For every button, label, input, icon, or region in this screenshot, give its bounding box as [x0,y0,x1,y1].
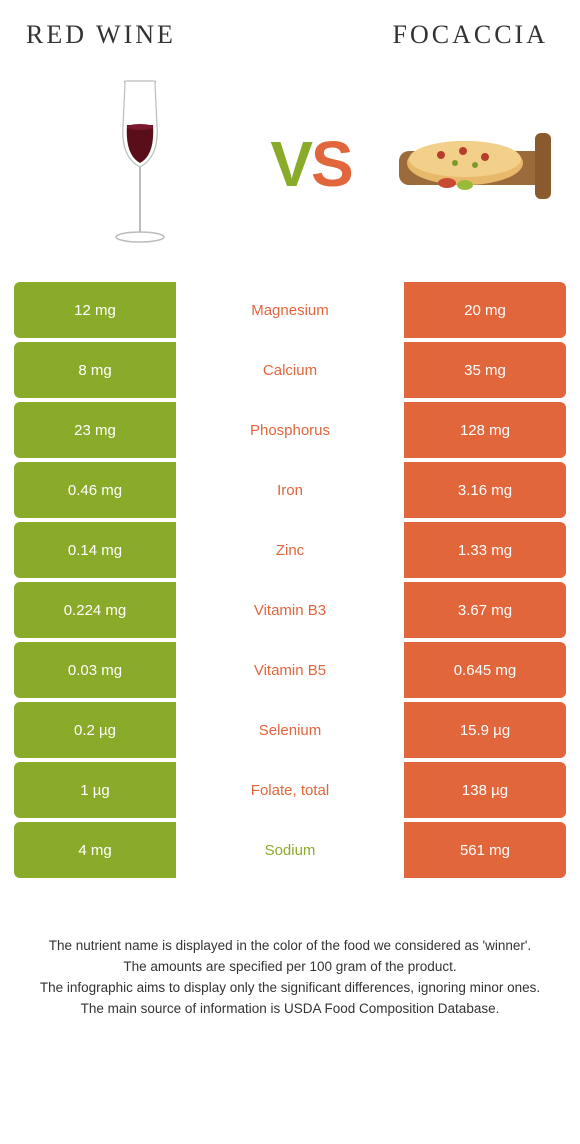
table-row: 23 mgPhosphorus128 mg [14,402,566,458]
vs-s: S [311,128,352,200]
value-left: 4 mg [14,822,176,878]
value-left: 0.2 µg [14,702,176,758]
table-row: 0.14 mgZinc1.33 mg [14,522,566,578]
value-right: 20 mg [404,282,566,338]
nutrient-label: Selenium [176,702,404,758]
image-focaccia [382,74,562,254]
comparison-table: 12 mgMagnesium20 mg8 mgCalcium35 mg23 mg… [14,282,566,878]
nutrient-label: Vitamin B3 [176,582,404,638]
value-right: 3.16 mg [404,462,566,518]
nutrient-label: Iron [176,462,404,518]
footer-notes: The nutrient name is displayed in the co… [14,936,566,1020]
title-left: RED WINE [26,20,176,50]
image-red-wine [40,74,240,254]
footer-line: The main source of information is USDA F… [32,999,548,1020]
table-row: 0.46 mgIron3.16 mg [14,462,566,518]
value-left: 0.224 mg [14,582,176,638]
value-left: 1 µg [14,762,176,818]
value-left: 0.03 mg [14,642,176,698]
footer-line: The infographic aims to display only the… [32,978,548,999]
table-row: 0.224 mgVitamin B33.67 mg [14,582,566,638]
table-row: 4 mgSodium561 mg [14,822,566,878]
value-left: 8 mg [14,342,176,398]
table-row: 0.03 mgVitamin B50.645 mg [14,642,566,698]
nutrient-label: Sodium [176,822,404,878]
nutrient-label: Folate, total [176,762,404,818]
value-right: 138 µg [404,762,566,818]
nutrient-label: Vitamin B5 [176,642,404,698]
table-row: 12 mgMagnesium20 mg [14,282,566,338]
value-right: 15.9 µg [404,702,566,758]
value-right: 0.645 mg [404,642,566,698]
nutrient-label: Magnesium [176,282,404,338]
value-left: 12 mg [14,282,176,338]
value-left: 23 mg [14,402,176,458]
value-right: 128 mg [404,402,566,458]
vs-v: V [270,128,311,200]
nutrient-label: Calcium [176,342,404,398]
table-row: 8 mgCalcium35 mg [14,342,566,398]
value-right: 1.33 mg [404,522,566,578]
value-right: 561 mg [404,822,566,878]
table-row: 0.2 µgSelenium15.9 µg [14,702,566,758]
table-row: 1 µgFolate, total138 µg [14,762,566,818]
title-right: FOCACCIA [393,20,548,50]
footer-line: The amounts are specified per 100 gram o… [32,957,548,978]
nutrient-label: Zinc [176,522,404,578]
footer-line: The nutrient name is displayed in the co… [32,936,548,957]
value-left: 0.14 mg [14,522,176,578]
value-right: 3.67 mg [404,582,566,638]
vs-label: VS [270,127,351,201]
value-left: 0.46 mg [14,462,176,518]
value-right: 35 mg [404,342,566,398]
nutrient-label: Phosphorus [176,402,404,458]
